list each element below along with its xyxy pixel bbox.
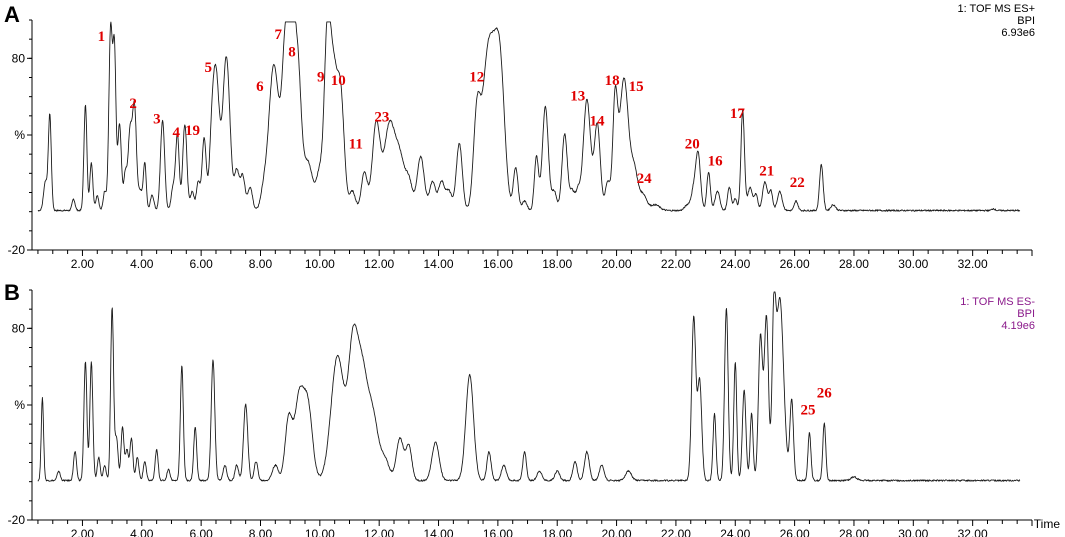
x-tick-label: 24.00 bbox=[720, 257, 750, 271]
peak-number-label: 2 bbox=[129, 96, 137, 112]
peak-number-label: 21 bbox=[759, 163, 774, 179]
x-tick-label: 22.00 bbox=[661, 257, 691, 271]
chromatogram-panel-b: 2.00 4.00 6.00 8.00 10.00 12.00 14.00 16.00 18.0… bbox=[4, 280, 1060, 537]
y-tick-label: 80 bbox=[12, 51, 26, 65]
x-tick-label: 14.00 bbox=[424, 257, 454, 271]
x-tick-label: 32.00 bbox=[958, 257, 988, 271]
x-tick-label: 4.00 bbox=[130, 527, 154, 537]
chromatogram-panel-a: 2.00 4.00 6.00 8.00 10.00 12.00 14.00 16.00 18.0… bbox=[4, 2, 1035, 271]
peak-number-label: 8 bbox=[288, 44, 296, 60]
x-tick-label: 12.00 bbox=[364, 257, 394, 271]
peak-number-label: 6 bbox=[256, 79, 264, 95]
x-tick-label: 16.00 bbox=[483, 257, 513, 271]
peak-number-label: 13 bbox=[570, 89, 585, 105]
peak-number-label: 5 bbox=[205, 60, 213, 76]
x-tick-label: 30.00 bbox=[898, 257, 928, 271]
detector-info-line: 1: TOF MS ES- bbox=[960, 296, 1035, 308]
peak-number-label: 20 bbox=[685, 136, 700, 152]
peak-number-label: 3 bbox=[153, 112, 161, 128]
y-tick-label: -20 bbox=[8, 513, 26, 527]
peak-number-label: 16 bbox=[708, 154, 724, 170]
peak-number-label: 10 bbox=[331, 73, 346, 89]
peak-number-label: 25 bbox=[800, 403, 815, 419]
detector-info-line: 6.93e6 bbox=[1001, 27, 1035, 39]
peak-number-label: 7 bbox=[275, 27, 283, 43]
peak-number-label: 26 bbox=[817, 385, 833, 401]
peak-number-label: 14 bbox=[589, 113, 605, 129]
x-tick-label: 26.00 bbox=[780, 257, 810, 271]
peak-number-label: 11 bbox=[349, 136, 363, 152]
peak-number-label: 24 bbox=[637, 171, 653, 187]
x-tick-label: 10.00 bbox=[305, 527, 335, 537]
peak-number-label: 1 bbox=[98, 29, 106, 45]
x-tick-label: 14.00 bbox=[424, 527, 454, 537]
x-tick-label: 28.00 bbox=[839, 257, 869, 271]
x-tick-label: 4.00 bbox=[130, 257, 154, 271]
x-tick-label: 22.00 bbox=[661, 527, 691, 537]
x-axis-title: Time bbox=[1034, 517, 1061, 531]
x-tick-label: 6.00 bbox=[189, 527, 213, 537]
peak-number-label: 18 bbox=[605, 73, 620, 89]
peak-number-label: 12 bbox=[469, 69, 484, 85]
x-tick-label: 32.00 bbox=[958, 527, 988, 537]
panel-label: B bbox=[4, 280, 20, 305]
peak-number-label: 19 bbox=[185, 123, 200, 139]
x-tick-label: 6.00 bbox=[189, 257, 213, 271]
x-tick-label: 10.00 bbox=[305, 257, 335, 271]
peak-number-label: 23 bbox=[374, 110, 389, 126]
x-tick-label: 18.00 bbox=[542, 257, 572, 271]
y-axis-label: % bbox=[14, 398, 25, 412]
detector-info-line: BPI bbox=[1017, 15, 1035, 27]
peak-number-label: 22 bbox=[790, 175, 805, 191]
y-tick-label: 80 bbox=[12, 321, 26, 335]
x-tick-label: 12.00 bbox=[364, 527, 394, 537]
x-tick-label: 20.00 bbox=[602, 527, 632, 537]
peak-number-label: 17 bbox=[730, 106, 746, 122]
bpi-trace bbox=[37, 21, 1021, 212]
x-tick-label: 2.00 bbox=[71, 527, 95, 537]
peak-number-label: 4 bbox=[172, 125, 180, 141]
x-tick-label: 16.00 bbox=[483, 527, 513, 537]
x-tick-label: 26.00 bbox=[780, 527, 810, 537]
x-tick-label: 20.00 bbox=[602, 257, 632, 271]
x-tick-label: 2.00 bbox=[71, 257, 95, 271]
x-tick-label: 18.00 bbox=[542, 527, 572, 537]
peak-number-label: 9 bbox=[317, 69, 325, 85]
y-tick-label: -20 bbox=[8, 243, 26, 257]
detector-info-line: 1: TOF MS ES+ bbox=[957, 3, 1035, 15]
detector-info-line: BPI bbox=[1017, 308, 1035, 320]
bpi-trace bbox=[37, 291, 1021, 482]
x-tick-label: 8.00 bbox=[249, 257, 273, 271]
x-tick-label: 24.00 bbox=[720, 527, 750, 537]
x-tick-label: 8.00 bbox=[249, 527, 273, 537]
panel-label: A bbox=[4, 2, 20, 27]
detector-info-line: 4.19e6 bbox=[1001, 320, 1035, 332]
y-axis-label: % bbox=[14, 128, 25, 142]
x-tick-label: 30.00 bbox=[898, 527, 928, 537]
x-tick-label: 28.00 bbox=[839, 527, 869, 537]
peak-number-label: 15 bbox=[629, 79, 644, 95]
